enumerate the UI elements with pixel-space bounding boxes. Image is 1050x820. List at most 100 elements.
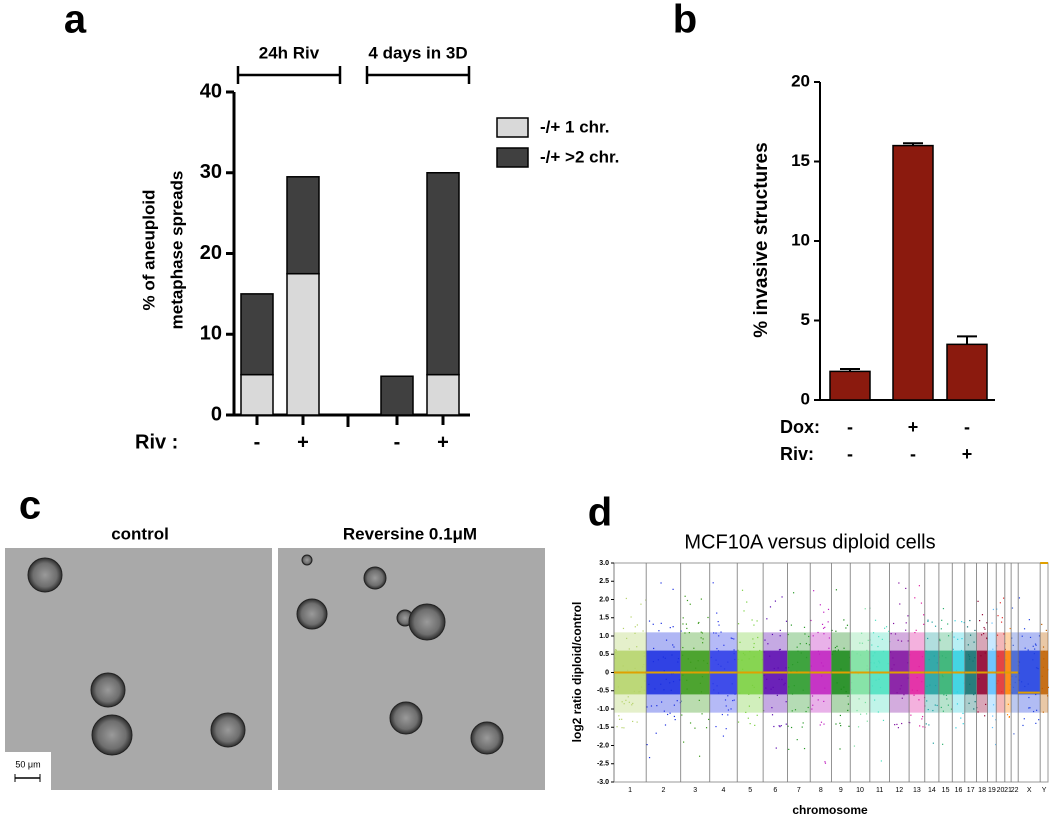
probe-dot (909, 654, 911, 656)
probe-dot (835, 723, 837, 725)
probe-dot (653, 647, 655, 650)
probe-dot (697, 622, 699, 624)
probe-dot (663, 689, 665, 691)
probe-dot (779, 635, 781, 637)
probe-dot (921, 681, 923, 683)
probe-dot (955, 727, 957, 729)
probe-dot (974, 657, 976, 659)
probe-dot (839, 714, 842, 717)
probe-dot (682, 674, 684, 676)
probe-dot (644, 680, 646, 682)
probe-dot (1047, 669, 1049, 671)
bar-segment (240, 373, 274, 416)
probe-dot (952, 648, 954, 650)
probe-dot (1018, 597, 1021, 599)
probe-dot (1037, 668, 1039, 670)
x-tick-label: 14 (928, 787, 936, 794)
probe-dot (891, 668, 893, 670)
probe-dot (1027, 649, 1029, 651)
probe-dot (818, 653, 821, 655)
y-tick-label: 0 (801, 389, 810, 408)
probe-dot (931, 621, 933, 623)
probe-dot (973, 708, 975, 710)
probe-dot (927, 708, 929, 711)
probe-dot (819, 604, 821, 606)
probe-dot (801, 726, 803, 728)
probe-dot (672, 588, 674, 590)
probe-dot (929, 684, 931, 686)
probe-dot (1038, 719, 1040, 721)
probe-dot (996, 682, 998, 685)
probe-dot (698, 755, 701, 757)
probe-dot (701, 632, 704, 634)
probe-dot (634, 667, 636, 670)
probe-dot (936, 662, 938, 664)
probe-dot (753, 642, 755, 645)
probe-dot (1018, 672, 1020, 674)
y-tick-label: 20 (791, 71, 810, 90)
probe-dot (776, 694, 778, 696)
x-tick-label: - (394, 431, 401, 453)
probe-dot (843, 619, 845, 621)
probe-dot (615, 651, 617, 654)
probe-dot (933, 655, 935, 657)
probe-dot (749, 723, 751, 725)
probe-dot (733, 652, 735, 655)
probe-dot (783, 684, 785, 686)
probe-dot (712, 582, 714, 584)
probe-dot (892, 657, 894, 659)
x-tick-label: 15 (942, 787, 950, 794)
x-tick-label: 3 (693, 787, 697, 794)
probe-dot (925, 723, 927, 725)
group-label: 4 days in 3D (368, 43, 467, 62)
probe-dot (723, 644, 725, 646)
x-tick-label: 13 (913, 787, 921, 794)
probe-dot (744, 654, 746, 656)
probe-dot (878, 678, 880, 680)
probe-dot (817, 631, 819, 634)
probe-dot (792, 664, 794, 666)
probe-dot (621, 727, 623, 729)
probe-dot (716, 685, 718, 687)
probe-dot (1003, 633, 1005, 635)
probe-dot (918, 665, 920, 668)
probe-dot (725, 728, 727, 730)
probe-dot (1011, 607, 1014, 609)
probe-dot (632, 720, 634, 723)
probe-dot (997, 680, 999, 682)
probe-dot (737, 623, 740, 625)
x-tick-label: 11 (876, 787, 883, 794)
probe-dot (695, 667, 697, 669)
probe-dot (700, 631, 702, 633)
probe-dot (934, 684, 937, 687)
probe-dot (677, 658, 680, 660)
probe-dot (648, 683, 650, 685)
probe-dot (700, 691, 703, 693)
probe-dot (941, 619, 943, 621)
probe-dot (633, 690, 635, 693)
probe-dot (927, 637, 929, 640)
probe-dot (997, 615, 999, 617)
probe-dot (932, 742, 934, 744)
probe-dot (893, 664, 895, 666)
probe-dot (848, 725, 850, 727)
probe-dot (625, 699, 627, 701)
probe-dot (984, 628, 986, 630)
probe-dot (945, 694, 948, 696)
probe-dot (794, 709, 797, 711)
probe-dot (823, 700, 825, 703)
probe-dot (1032, 659, 1034, 661)
probe-dot (753, 656, 755, 658)
probe-dot (654, 688, 656, 690)
probe-dot (803, 747, 806, 750)
probe-dot (833, 650, 835, 652)
probe-dot (853, 745, 856, 747)
y-tick-label: 2.0 (599, 596, 609, 603)
probe-dot (813, 590, 815, 592)
probe-dot (672, 626, 674, 628)
x-tick-label: 18 (978, 787, 986, 794)
probe-dot (626, 637, 628, 640)
probe-dot (686, 627, 688, 630)
probe-dot (625, 597, 627, 600)
probe-dot (779, 726, 781, 728)
